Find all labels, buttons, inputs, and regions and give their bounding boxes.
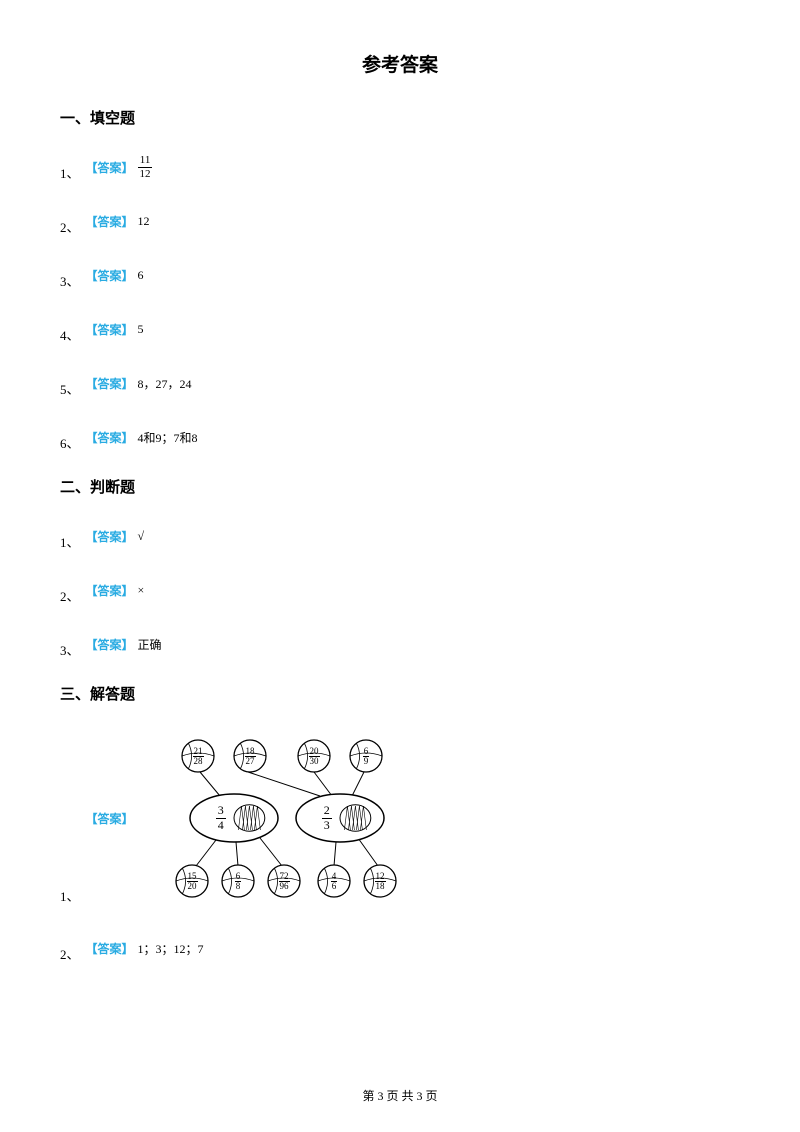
answer-label: 【答案】 (86, 321, 134, 338)
answer-label: 【答案】 (86, 375, 134, 392)
judge-item-3: 3、 【答案】 正确 (60, 627, 740, 661)
answer-value: 正确 (138, 636, 162, 653)
fill-item-2: 2、 【答案】 12 (60, 204, 740, 238)
fraction-denominator: 12 (138, 168, 153, 180)
answer-value: 4和9；7和8 (138, 429, 198, 446)
item-number: 1、 (60, 532, 80, 553)
section-fill-header: 一、填空题 (60, 107, 740, 128)
page-footer: 第 3 页 共 3 页 (0, 1087, 800, 1104)
answer-label: 【答案】 (86, 940, 134, 957)
page-title: 参考答案 (60, 50, 740, 77)
answer-value: 1；3；12；7 (138, 940, 204, 957)
item-number: 3、 (60, 271, 80, 292)
item-number: 3、 (60, 640, 80, 661)
answer-label: 【答案】 (86, 267, 134, 284)
answer-label: 【答案】 (86, 159, 134, 176)
answer-label: 【答案】 (86, 810, 134, 827)
answer-label: 【答案】 (86, 636, 134, 653)
answer-label: 【答案】 (86, 213, 134, 230)
solve-item-2: 2、 【答案】 1；3；12；7 (60, 931, 740, 965)
answer-value: 8，27，24 (138, 375, 192, 392)
answer-label: 【答案】 (86, 528, 134, 545)
section-judge-header: 二、判断题 (60, 476, 740, 497)
fill-item-3: 3、 【答案】 6 (60, 258, 740, 292)
basketball-diagram: 3423212818272030691520687296461218 (142, 726, 442, 911)
answer-value: × (138, 583, 145, 598)
fill-item-4: 4、 【答案】 5 (60, 312, 740, 346)
fill-item-1: 1、 【答案】 1112 (60, 150, 740, 184)
answer-value: 12 (138, 214, 150, 229)
item-number: 2、 (60, 217, 80, 238)
item-number: 2、 (60, 944, 80, 965)
item-number: 1、 (60, 163, 80, 184)
solve-item-1: 1、 【答案】 34232128182720306915206872964612… (60, 726, 740, 911)
fill-item-5: 5、 【答案】 8，27，24 (60, 366, 740, 400)
item-number: 5、 (60, 379, 80, 400)
answer-value: 1112 (138, 154, 153, 179)
judge-item-2: 2、 【答案】 × (60, 573, 740, 607)
answer-value: 5 (138, 322, 144, 337)
item-number: 2、 (60, 586, 80, 607)
answer-value: √ (138, 529, 145, 544)
item-number: 6、 (60, 433, 80, 454)
section-solve-header: 三、解答题 (60, 683, 740, 704)
item-number: 1、 (60, 886, 80, 907)
fill-item-6: 6、 【答案】 4和9；7和8 (60, 420, 740, 454)
judge-item-1: 1、 【答案】 √ (60, 519, 740, 553)
item-number: 4、 (60, 325, 80, 346)
answer-value: 6 (138, 268, 144, 283)
answer-label: 【答案】 (86, 582, 134, 599)
answer-label: 【答案】 (86, 429, 134, 446)
fraction-numerator: 11 (138, 154, 153, 167)
